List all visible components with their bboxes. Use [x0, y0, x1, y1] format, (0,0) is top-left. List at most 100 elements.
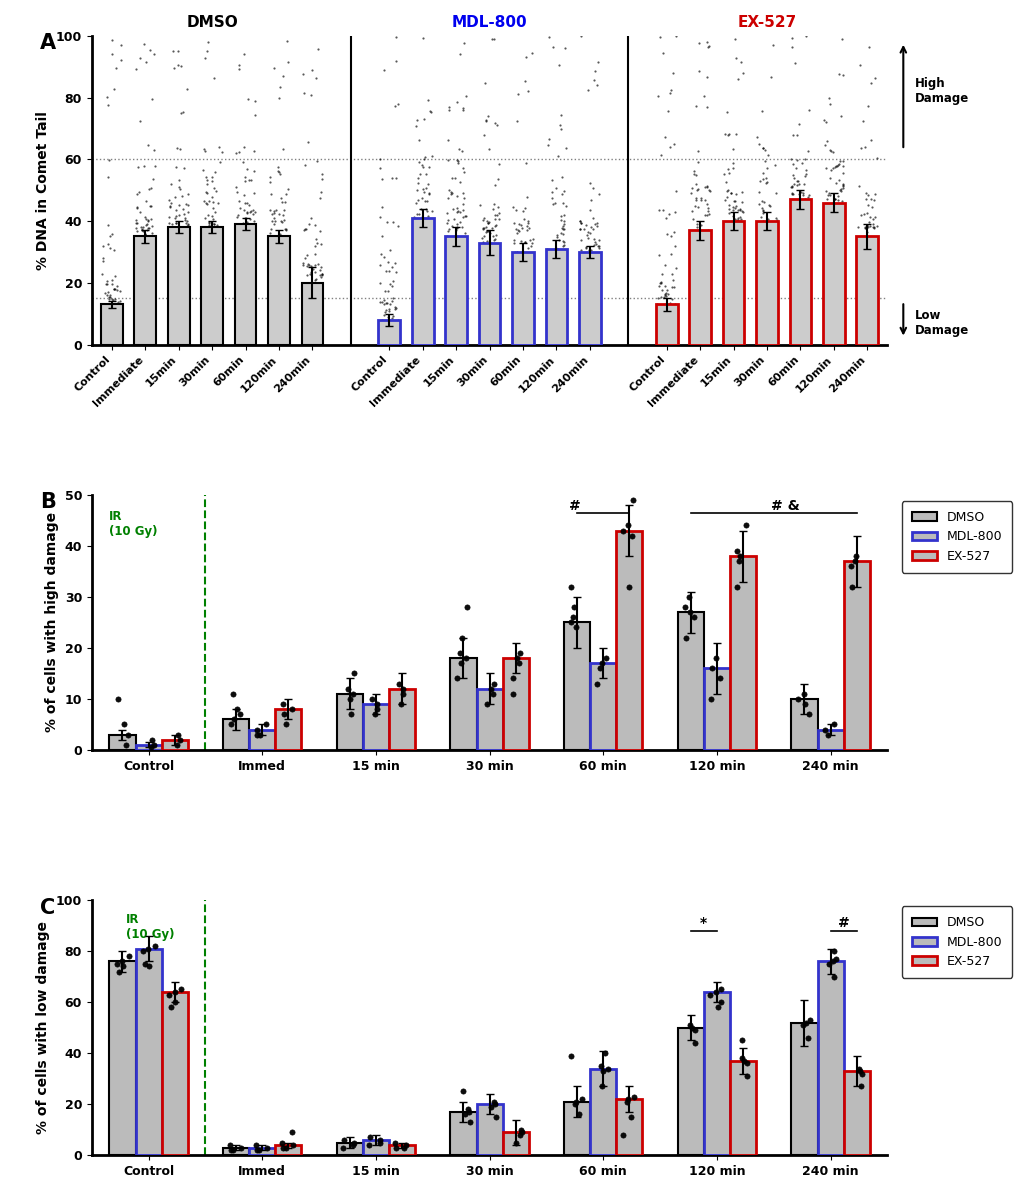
Point [380, 281, 396, 300]
Point [658, 318, 675, 337]
Point [512, 260, 528, 279]
Point [756, 328, 772, 347]
Point [212, 233, 228, 252]
Point [272, 212, 288, 231]
Point [590, 256, 606, 275]
Text: A: A [40, 32, 56, 52]
Point [754, 164, 770, 183]
Point [516, 233, 532, 252]
Point [387, 298, 404, 317]
Point [140, 212, 156, 231]
Point [624, 526, 640, 545]
Point [544, 194, 560, 213]
Point [684, 270, 700, 289]
Point [99, 308, 115, 328]
Point [660, 205, 677, 224]
Point [178, 80, 195, 99]
Point [296, 220, 312, 239]
Point [247, 105, 263, 124]
Point [700, 258, 716, 278]
Point [696, 177, 712, 197]
Point [210, 194, 226, 213]
Point [417, 199, 433, 218]
Point [699, 275, 715, 294]
Point [590, 185, 606, 204]
Point [731, 212, 747, 231]
Point [97, 312, 113, 331]
Point [590, 237, 606, 256]
Point [864, 218, 880, 237]
Point [852, 244, 868, 263]
Point [274, 233, 290, 252]
Point [820, 225, 837, 244]
Point [794, 183, 810, 202]
Point [550, 231, 567, 250]
Point [555, 205, 572, 224]
Point [174, 218, 191, 237]
Point [507, 1133, 524, 1152]
Point [549, 146, 566, 166]
Point [371, 1130, 387, 1149]
Bar [703, 992, 730, 1155]
Bar [445, 237, 467, 344]
Point [757, 169, 773, 188]
Bar [822, 202, 844, 344]
Point [523, 247, 539, 266]
Point [754, 138, 770, 157]
Point [589, 275, 605, 294]
Point [110, 335, 126, 354]
Point [180, 217, 197, 236]
Point [850, 330, 866, 349]
Point [167, 992, 183, 1011]
Point [720, 163, 737, 182]
Point [163, 236, 179, 255]
Point [420, 185, 436, 204]
Point [699, 98, 715, 117]
Point [203, 236, 219, 255]
Point [655, 324, 672, 343]
Point [538, 254, 554, 273]
Point [656, 286, 673, 305]
Point [132, 49, 149, 68]
Point [408, 291, 424, 310]
Point [406, 236, 422, 255]
Point [414, 155, 430, 174]
Point [132, 218, 149, 237]
Point [102, 287, 118, 306]
Point [378, 326, 394, 345]
Point [212, 223, 228, 242]
Point [410, 205, 426, 224]
Point [374, 169, 390, 188]
Point [381, 319, 397, 338]
Point [238, 213, 255, 232]
Point [718, 181, 735, 200]
Point [816, 136, 833, 155]
Point [262, 183, 278, 202]
Point [272, 241, 288, 260]
Point [521, 282, 537, 301]
Point [277, 254, 293, 273]
Point [758, 158, 774, 177]
Point [749, 256, 765, 275]
Point [825, 189, 842, 208]
Point [245, 200, 261, 219]
Point [442, 182, 459, 201]
Point [375, 61, 391, 80]
Point [749, 237, 765, 256]
Point [699, 68, 715, 87]
Point [408, 117, 424, 136]
Point [763, 229, 780, 248]
Point [761, 197, 777, 216]
Point [766, 245, 783, 264]
Point [846, 551, 862, 570]
Point [380, 252, 396, 272]
Point [861, 217, 877, 236]
Point [580, 291, 596, 310]
Point [694, 229, 710, 248]
Point [584, 278, 600, 297]
Bar [502, 1133, 528, 1155]
Point [581, 173, 597, 192]
Point [106, 241, 122, 260]
Point [228, 229, 245, 248]
Point [504, 198, 521, 217]
